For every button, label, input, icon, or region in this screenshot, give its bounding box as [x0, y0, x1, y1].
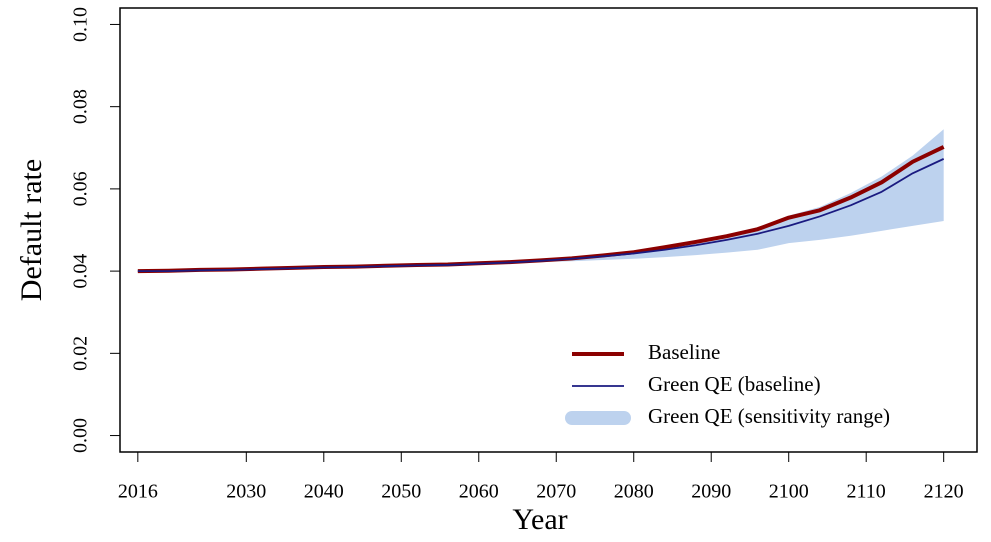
y-tick-label: 0.02: [70, 336, 92, 371]
series-line: [137, 145, 945, 274]
y-tick-label: 0.00: [70, 418, 92, 453]
legend-label: Green QE (baseline): [648, 372, 821, 396]
x-tick-label: 2050: [381, 481, 421, 503]
y-axis-title: Default rate: [15, 159, 48, 301]
x-axis-title: Year: [512, 503, 567, 536]
x-tick-label: 2070: [536, 481, 576, 503]
x-tick-label: 2100: [769, 481, 809, 503]
sensitivity-band: [137, 129, 944, 272]
series-line: [137, 158, 945, 273]
x-tick-label: 2090: [691, 481, 731, 503]
x-tick-label: 2110: [847, 481, 886, 503]
x-tick-label: 2030: [226, 481, 266, 503]
x-tick-label: 2080: [614, 481, 654, 503]
x-tick-label: 2040: [304, 481, 344, 503]
legend-label: Baseline: [648, 340, 720, 364]
y-tick-label: 0.06: [70, 171, 92, 206]
legend-label: Green QE (sensitivity range): [648, 404, 890, 428]
y-tick-label: 0.10: [70, 7, 92, 42]
x-tick-label: 2120: [924, 481, 964, 503]
y-tick-label: 0.04: [70, 254, 92, 289]
x-tick-label: 2016: [118, 481, 158, 503]
y-tick-label: 0.08: [70, 89, 92, 124]
x-tick-label: 2060: [459, 481, 499, 503]
